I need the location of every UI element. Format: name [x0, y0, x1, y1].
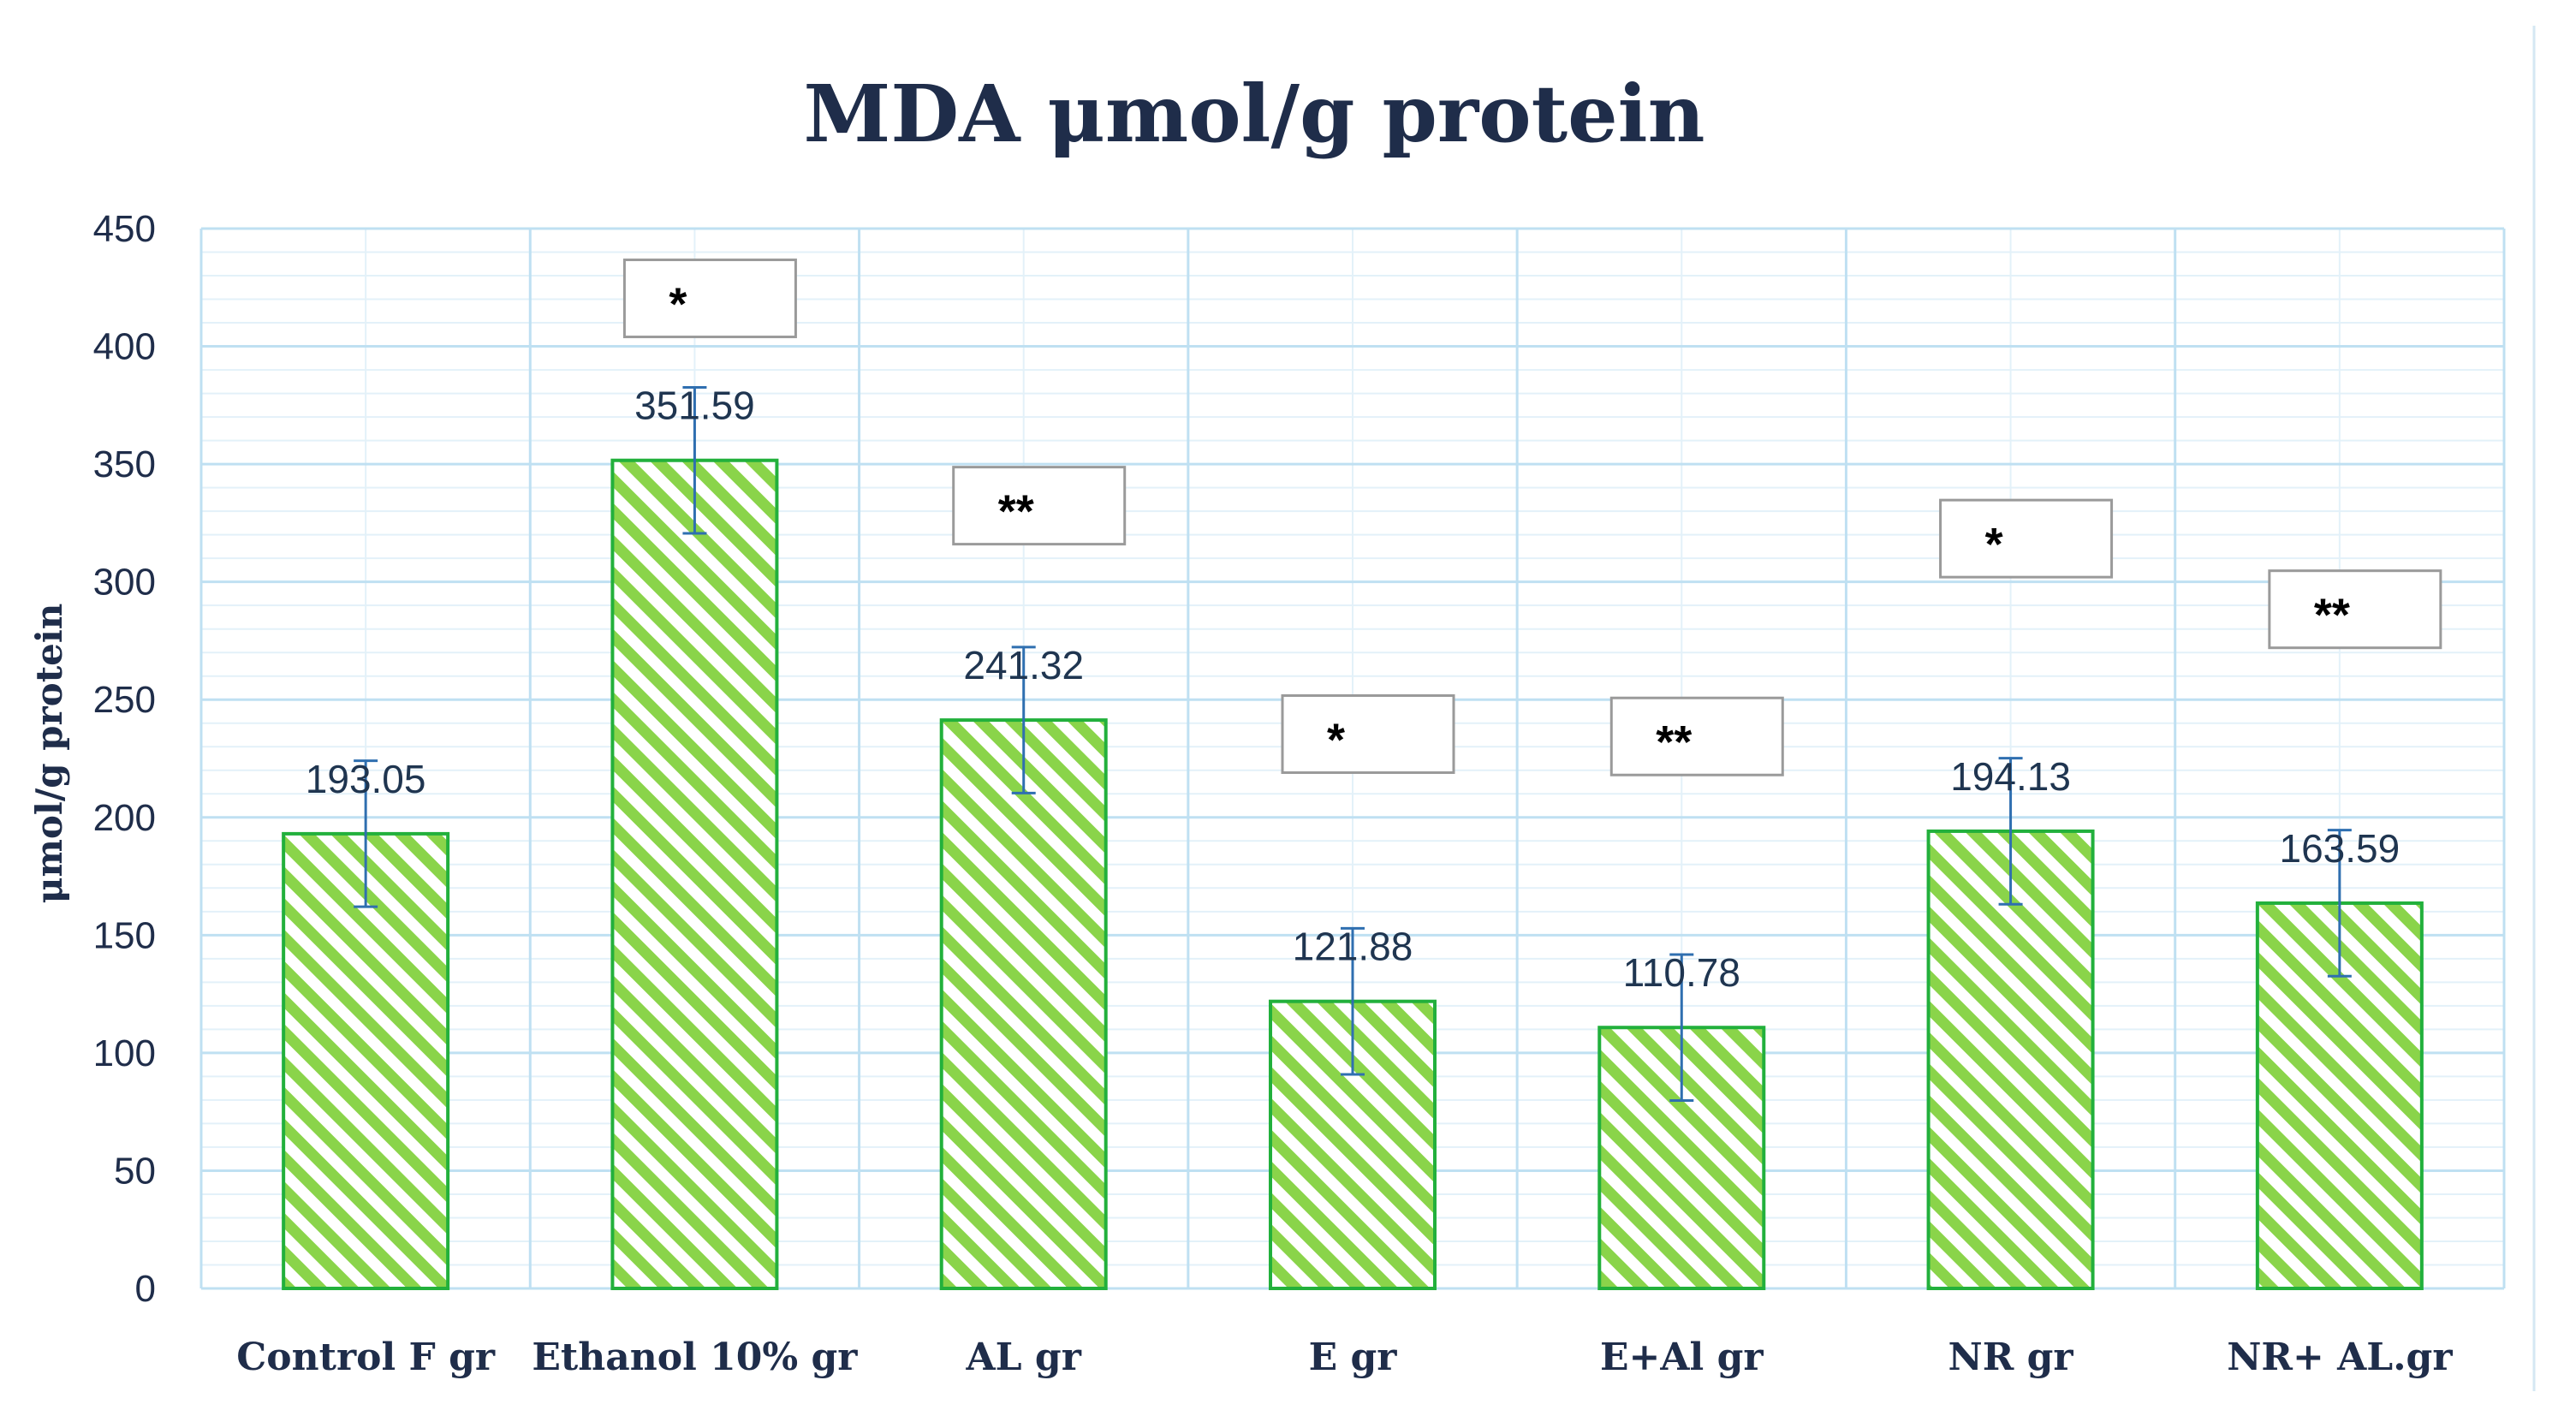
significance-box-frame	[1609, 696, 1784, 776]
significance-marker: **	[2314, 590, 2350, 641]
significance-box: **	[952, 466, 1127, 546]
y-tick-label: 450	[93, 208, 156, 250]
y-tick-label: 150	[93, 914, 156, 956]
significance-boxes: **** *****	[622, 259, 2442, 776]
bar	[1926, 829, 2095, 1290]
significance-box-frame	[622, 259, 797, 339]
error-bar	[682, 385, 707, 535]
y-tick-label: 250	[93, 679, 156, 721]
y-tick-label: 400	[93, 326, 156, 368]
significance-box-frame	[952, 466, 1127, 546]
error-bar	[1011, 646, 1036, 794]
significance-marker: **	[998, 486, 1034, 538]
data-label: 194.13	[1950, 754, 2071, 799]
data-label: 121.88	[1293, 925, 1413, 969]
x-tick-label: NR gr	[1948, 1336, 2074, 1379]
y-axis-label: μmol/g protein	[28, 604, 70, 904]
significance-box: **	[2268, 569, 2442, 650]
error-bar	[2327, 829, 2352, 978]
y-tick-label: 300	[93, 562, 156, 604]
data-label: 163.59	[2280, 826, 2400, 871]
data-label: 110.78	[1623, 950, 1740, 995]
x-tick-label: E+Al gr	[1600, 1336, 1764, 1379]
y-tick-label: 50	[114, 1150, 156, 1192]
significance-marker: **	[1656, 717, 1692, 768]
y-tick-label: 0	[135, 1268, 156, 1310]
significance-box-frame	[2268, 569, 2442, 650]
significance-box-frame	[1281, 693, 1455, 774]
bar	[610, 458, 779, 1290]
data-label: 241.32	[963, 643, 1084, 687]
error-bars	[354, 385, 2352, 1103]
data-label: 193.05	[306, 757, 426, 801]
error-bar	[354, 759, 378, 908]
significance-box: **	[1609, 696, 1784, 776]
x-axis-ticks: Control F gr Ethanol 10% gr AL gr E gr E+Al …	[236, 1336, 2453, 1379]
data-label: 351.59	[634, 384, 755, 428]
x-tick-label: AL gr	[966, 1336, 1082, 1379]
x-tick-label: Ethanol 10% gr	[532, 1336, 858, 1379]
y-tick-label: 100	[93, 1032, 156, 1074]
significance-box: *	[1939, 498, 2114, 579]
error-bar	[1341, 926, 1365, 1076]
y-tick-label: 200	[93, 797, 156, 839]
x-tick-label: Control F gr	[236, 1336, 496, 1379]
x-tick-label: NR+ AL.gr	[2227, 1336, 2453, 1379]
error-bar	[1998, 757, 2023, 906]
significance-marker: *	[669, 279, 687, 330]
significance-box: *	[622, 259, 797, 339]
y-tick-label: 350	[93, 443, 156, 485]
significance-marker: *	[1985, 519, 2003, 570]
bar	[939, 718, 1108, 1290]
significance-marker: *	[1327, 714, 1345, 765]
significance-box-frame	[1939, 498, 2114, 579]
data-labels: 193.05 351.59 241.32 121.88 110.78 194.13 163.…	[306, 384, 2400, 995]
chart-title: MDA μmol/g protein	[803, 68, 1704, 160]
y-axis-ticks: 0 50 100 150 200 250 300 350 400 450	[93, 208, 156, 1310]
bar	[282, 831, 450, 1290]
significance-box: *	[1281, 693, 1455, 774]
x-tick-label: E gr	[1309, 1336, 1398, 1379]
error-bar	[1669, 953, 1694, 1103]
